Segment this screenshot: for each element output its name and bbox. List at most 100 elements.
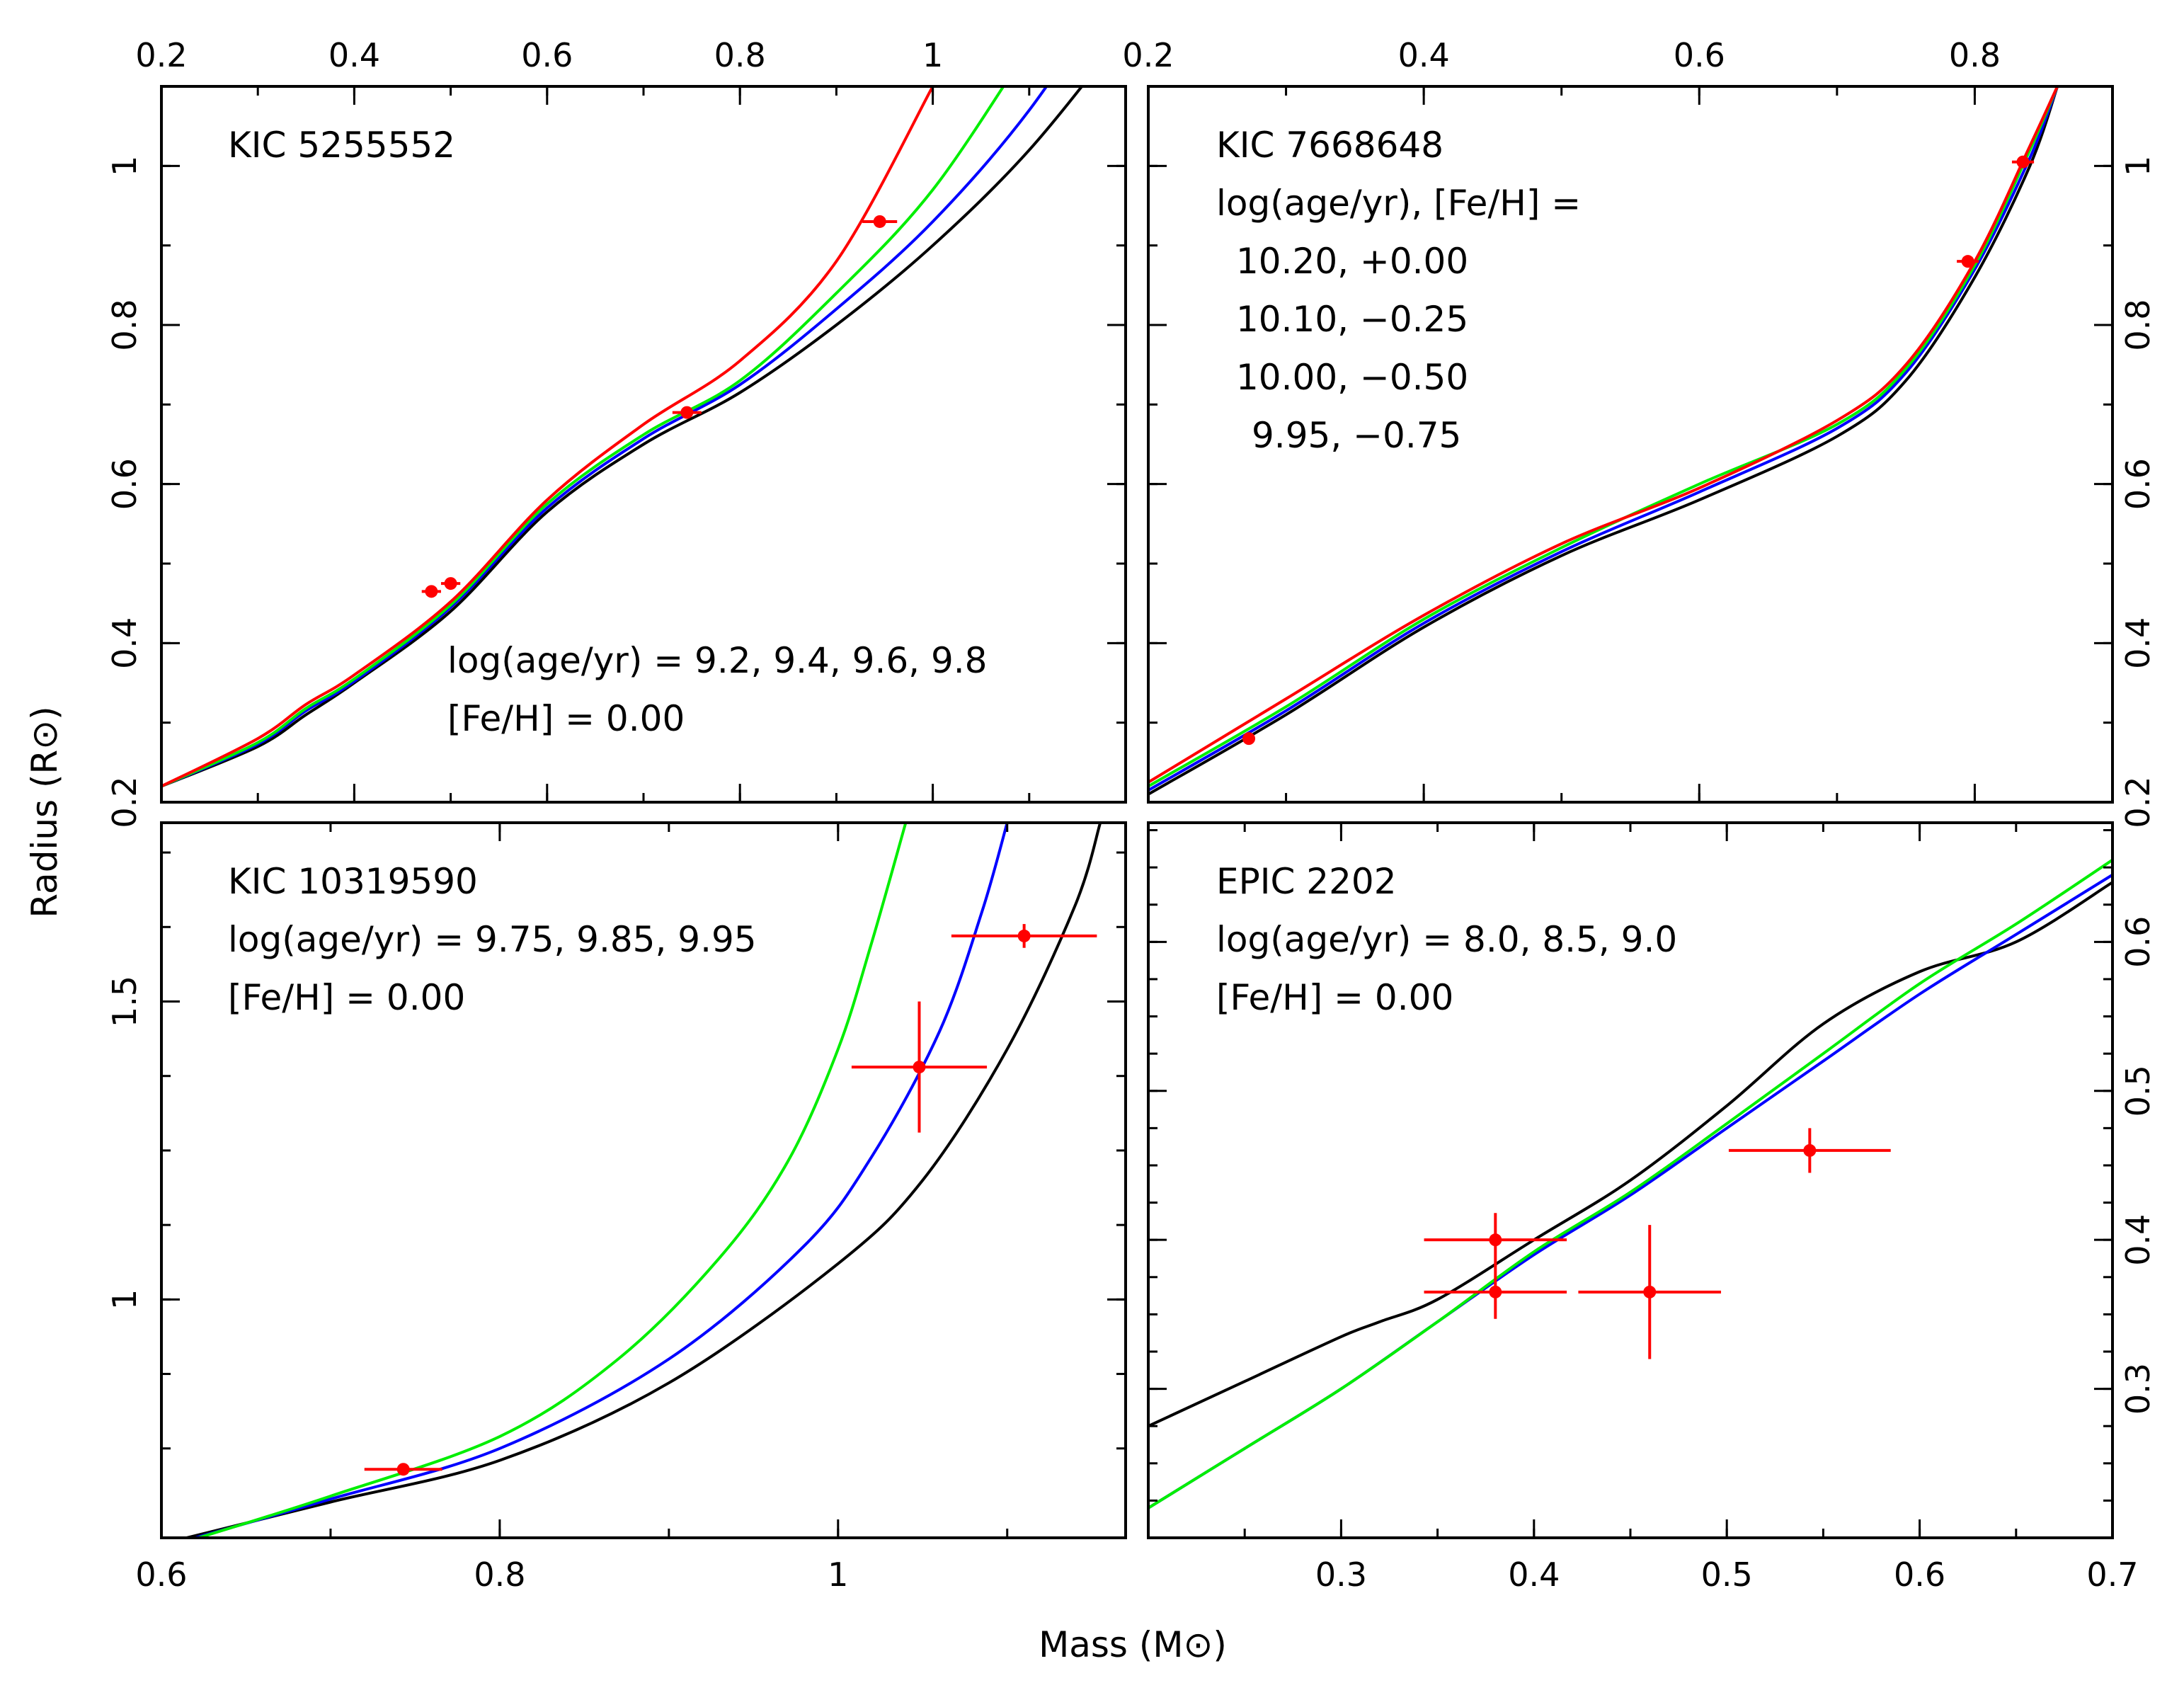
series-line-2 [1148,858,2112,1509]
y-tick-label: 0.6 [105,458,144,510]
panel-title: KIC 7668648 [1216,125,1443,166]
x-tick-label: 0.6 [1674,36,1725,74]
annotation-line: 10.00, −0.50 [1236,357,1468,398]
x-axis-title: Mass (M⊙) [1039,1624,1227,1665]
annotation-line: 9.95, −0.75 [1252,415,1461,456]
y-tick-label: 0.6 [2119,916,2157,968]
marker [913,1061,926,1074]
annotation-line: log(age/yr) = 9.75, 9.85, 9.95 [228,919,757,960]
data-point-1 [1957,255,1979,268]
data-point-0 [421,585,441,598]
series-line-2 [161,86,1005,788]
x-tick-label: 0.2 [135,36,187,74]
panel-title: KIC 5255552 [228,125,455,166]
marker [680,406,694,419]
y-axis-title: Radius (R⊙) [24,706,65,918]
x-tick-label: 0.8 [1949,36,2001,74]
data-point-3 [1728,1128,1891,1173]
data-point-2 [672,406,702,419]
data-point-0 [1242,732,1256,746]
marker [2016,155,2030,169]
y-tick-label: 0.4 [2119,617,2157,669]
series-line-2 [1148,86,2059,788]
annotation-line: 10.10, −0.25 [1236,299,1468,340]
marker [1489,1285,1502,1299]
curves [1148,858,2112,1509]
data-point-3 [862,215,898,228]
panel-kic5255552: 0.2 0.4 0.6 0.8 1 0.2 0.4 0.6 0.8 1 KIC 5255552 log… [105,36,1127,828]
marker [873,215,886,228]
x-tick-label: 0.5 [1701,1556,1753,1594]
curves [186,823,1102,1538]
series-line-1 [195,823,1009,1538]
y-tick-label: 0.3 [2119,1363,2157,1415]
series-line-0 [1148,881,2112,1428]
series-line-1 [161,86,1048,788]
y-tick-label: 0.6 [2119,458,2157,510]
marker [444,577,457,590]
marker [1017,929,1031,942]
marker [1961,255,1974,268]
x-tick-label: 0.8 [714,36,766,74]
y-tick-label: 0.5 [2119,1065,2157,1117]
data-point-1 [851,1001,988,1133]
x-tick-label: 0.4 [1398,36,1450,74]
panel-kic10319590: 0.6 0.8 1 1 1.5 KIC 10319590 log(age/yr) = 9.7… [105,821,1127,1594]
marker [1489,1233,1502,1247]
x-tick-label: 0.4 [1508,1556,1560,1594]
x-tick-label: 0.7 [2086,1556,2138,1594]
y-tick-label: 1 [105,156,144,176]
x-tick-label: 0.2 [1122,36,1174,74]
y-tick-label: 1 [2119,156,2157,176]
data-point-2 [951,924,1097,948]
data-point-0 [1424,1213,1567,1267]
panel-frame [1147,85,2114,804]
y-tick-label: 0.2 [2119,776,2157,828]
annotation-line: [Fe/H] = 0.00 [228,977,465,1018]
data-point-1 [1424,1265,1567,1319]
series-line-1 [1148,86,2059,792]
annotation-line: [Fe/H] = 0.00 [447,698,685,739]
x-tick-label: 0.4 [328,36,380,74]
series-line-0 [1148,86,2059,796]
panel-title: EPIC 2202 [1216,861,1397,902]
x-tick-label: 0.6 [521,36,573,74]
curves [1148,86,2059,796]
data-point-0 [364,1463,442,1476]
series-line-3 [161,86,934,788]
marker [425,585,438,598]
panel-kic7668648: 0.2 0.4 0.6 0.8 0.2 0.4 0.6 0.8 1 KIC 7668648 log(… [1122,36,2157,828]
series-line-0 [186,823,1102,1538]
data-point-2 [1578,1225,1722,1359]
annotation-line: [Fe/H] = 0.00 [1216,977,1453,1018]
annotation-line: log(age/yr) = 9.2, 9.4, 9.6, 9.8 [447,640,987,681]
series-line-0 [161,86,1084,788]
panel-frame [160,821,1127,1539]
annotation-line: 10.20, +0.00 [1236,241,1468,282]
data-point-2 [2011,155,2035,169]
marker [396,1463,410,1476]
data-point-1 [440,577,461,590]
marker [1803,1143,1817,1157]
x-tick-label: 0.3 [1315,1556,1367,1594]
y-tick-label: 0.8 [2119,299,2157,350]
series-line-3 [1148,86,2059,784]
panel-epic2202: 0.3 0.4 0.5 0.6 0.7 0.3 0.4 0.5 0.6 EPIC 2202 log(… [1147,821,2157,1594]
marker [1643,1285,1657,1299]
x-tick-label: 1 [922,36,943,74]
x-tick-label: 0.6 [135,1556,187,1594]
y-tick-label: 0.4 [105,617,144,669]
series-line-2 [198,823,908,1538]
x-tick-label: 0.6 [1894,1556,1945,1594]
panel-title: KIC 10319590 [228,861,478,902]
annotation-line: log(age/yr), [Fe/H] = [1216,183,1581,224]
annotation-line: log(age/yr) = 8.0, 8.5, 9.0 [1216,919,1677,960]
y-tick-label: 1.5 [105,976,144,1027]
x-tick-label: 0.8 [474,1556,525,1594]
y-tick-label: 0.2 [105,776,144,828]
y-tick-label: 1 [105,1289,144,1310]
x-tick-label: 1 [828,1556,848,1594]
curves [161,86,1084,788]
y-tick-label: 0.8 [105,299,144,350]
